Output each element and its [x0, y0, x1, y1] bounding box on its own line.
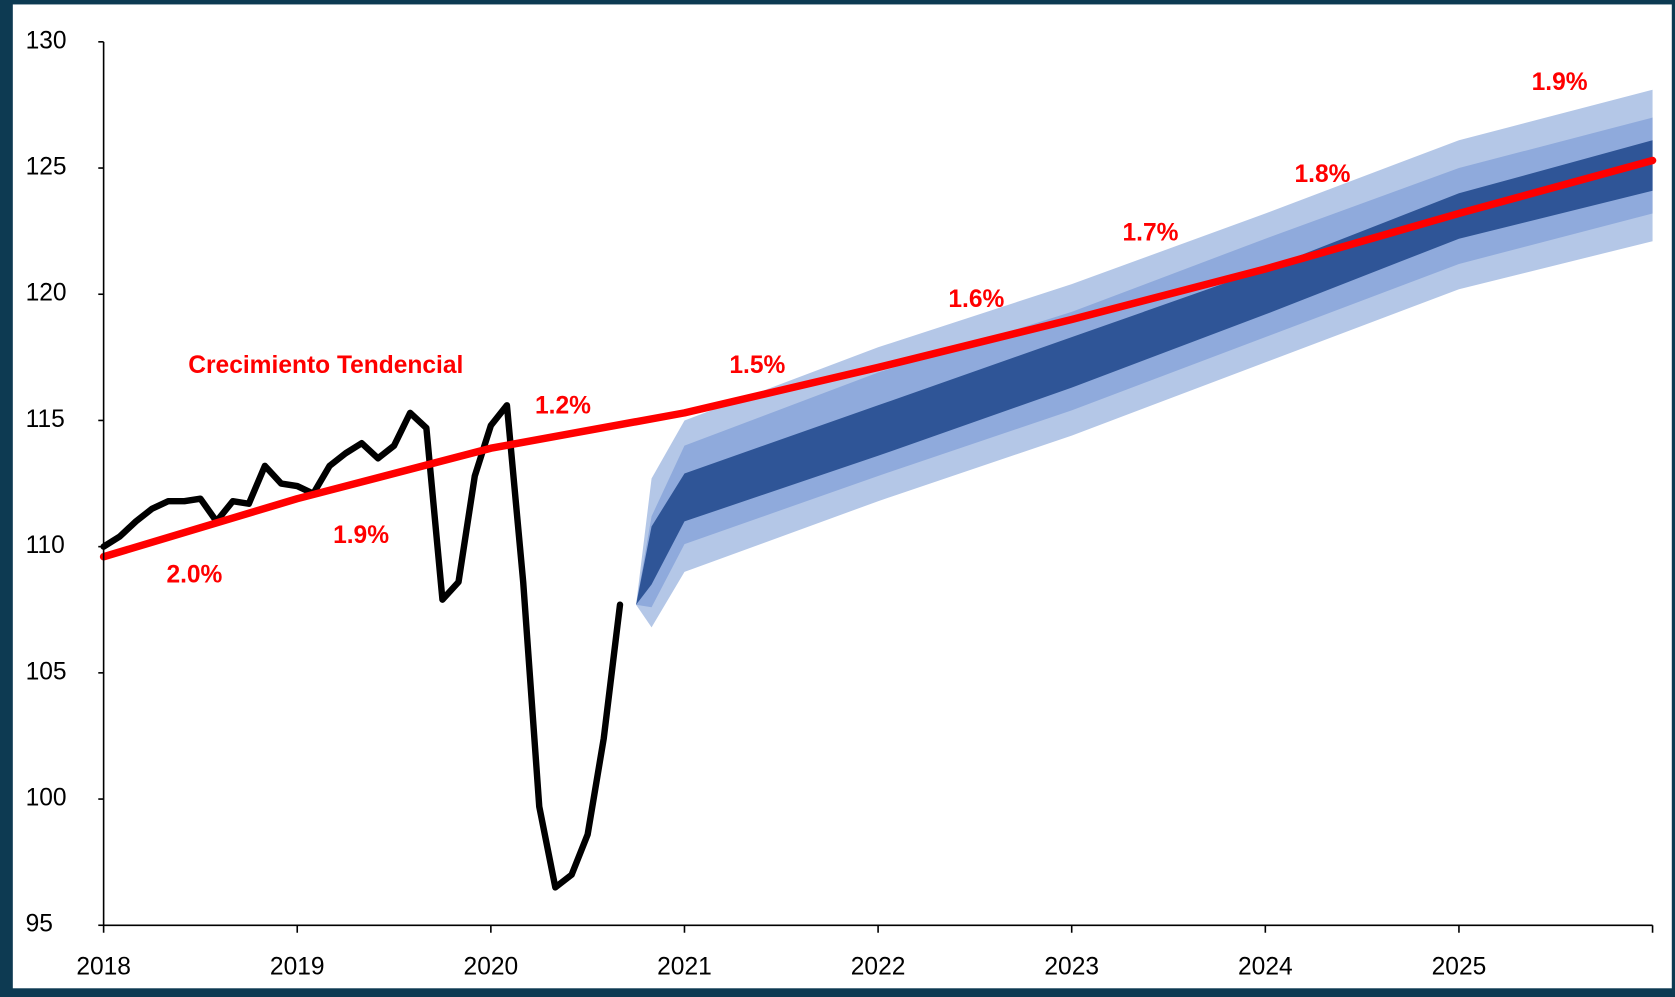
- line: [100, 402, 624, 891]
- y-tick-label: 110: [26, 532, 65, 559]
- y-tick-label: 100: [26, 785, 67, 812]
- annotation: Crecimiento Tendencial: [188, 352, 463, 379]
- y-tick-label: 125: [26, 154, 67, 181]
- x-tick-label: 2019: [270, 953, 325, 980]
- annotation: 1.8%: [1295, 161, 1351, 188]
- x-tick-label: 2018: [76, 953, 131, 980]
- annotation: 1.6%: [948, 286, 1004, 313]
- x-tick-label: 2020: [464, 953, 519, 980]
- x-tick-label: 2021: [657, 953, 712, 980]
- fan-band: [636, 140, 1653, 605]
- annotation: 1.9%: [333, 522, 389, 549]
- y-tick-label: 120: [26, 280, 67, 307]
- annotation: 1.7%: [1123, 220, 1179, 247]
- annotation: 1.2%: [535, 393, 591, 420]
- line: [99, 156, 1657, 561]
- annotation: 1.5%: [729, 352, 785, 379]
- y-tick-label: 130: [26, 27, 67, 54]
- annotation: 1.9%: [1532, 69, 1588, 96]
- x-tick-label: 2024: [1238, 953, 1293, 980]
- x-tick-label: 2022: [851, 953, 906, 980]
- y-tick-label: 115: [26, 406, 65, 433]
- x-tick-label: 2023: [1044, 953, 1099, 980]
- annotation: 2.0%: [166, 561, 222, 588]
- x-tick-label: 2025: [1432, 953, 1487, 980]
- y-tick-label: 95: [26, 911, 53, 938]
- y-tick-label: 105: [26, 658, 67, 685]
